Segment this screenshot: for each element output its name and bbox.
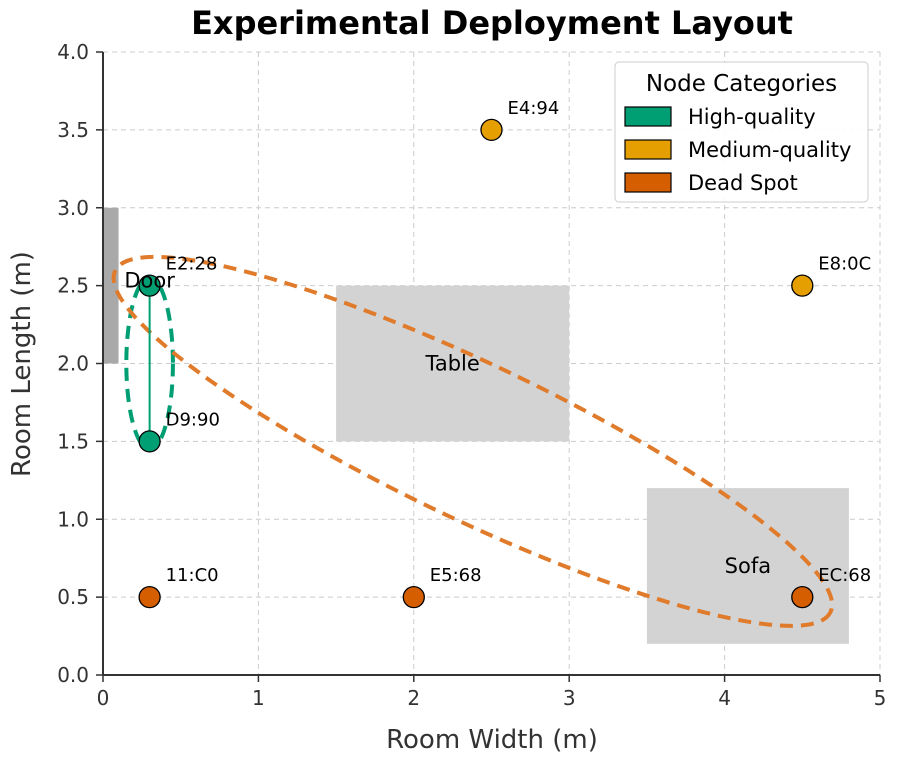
dead-spot-cluster <box>111 254 835 628</box>
y-tick-label: 0.0 <box>57 663 89 687</box>
x-tick-label: 0 <box>97 686 110 710</box>
y-tick-label: 0.5 <box>57 585 89 609</box>
obstacle-sofa <box>646 488 849 644</box>
node-label: E4:94 <box>508 98 560 119</box>
node-point[interactable] <box>138 585 161 609</box>
node-label: D9:90 <box>166 409 220 430</box>
legend-entry-label: High-quality <box>688 105 816 129</box>
obstacle-door <box>103 207 119 364</box>
legend-title: Node Categories <box>646 71 837 97</box>
y-tick-label: 4.0 <box>57 40 89 64</box>
node-point[interactable] <box>138 430 161 453</box>
legend-entry-label: Dead Spot <box>688 171 798 195</box>
axes: 0 1 2 3 4 5 0.0 0.5 1.0 1.5 2.0 2.5 3.0 3.5 4.0 <box>57 40 886 710</box>
node-point[interactable] <box>402 585 425 609</box>
y-tick-label: 1.5 <box>57 429 89 453</box>
node-point[interactable] <box>791 274 814 297</box>
x-tick-label: 1 <box>252 686 265 710</box>
legend: Node Categories High-quality Medium-qualit… <box>614 61 869 203</box>
y-tick-label: 2.5 <box>57 274 89 298</box>
node-point[interactable] <box>480 118 503 142</box>
node-label: E8:0C <box>818 254 871 275</box>
y-tick-label: 3.0 <box>57 196 89 220</box>
x-tick-label: 2 <box>407 686 420 710</box>
x-tick-label: 3 <box>563 686 576 710</box>
legend-swatch <box>624 139 672 160</box>
legend-swatch <box>624 172 672 193</box>
y-axis-label: Room Length (m) <box>7 251 37 477</box>
legend-entry-label: Medium-quality <box>688 138 851 162</box>
node-label: 11:C0 <box>166 565 219 586</box>
points: E2:28 D9:90 E4:94 E8:0C 11:C0 E5:68 EC:68 Door T… <box>124 98 871 609</box>
y-tick-label: 3.5 <box>57 118 89 142</box>
x-tick-label: 4 <box>718 686 731 710</box>
x-axis-label: Room Width (m) <box>386 725 598 755</box>
obstacle-table <box>336 285 570 442</box>
y-tick-label: 1.0 <box>57 507 89 531</box>
node-label: E2:28 <box>166 254 218 275</box>
obstacles <box>103 207 849 644</box>
node-point[interactable] <box>791 585 814 609</box>
obstacle-label-door: Door <box>124 269 175 293</box>
legend-box <box>614 61 869 203</box>
chart-title: Experimental Deployment Layout <box>191 4 793 42</box>
x-tick-label: 5 <box>874 686 887 710</box>
legend-swatch <box>624 106 672 127</box>
node-label: EC:68 <box>818 565 871 586</box>
node-label: E5:68 <box>430 565 482 586</box>
node-point[interactable] <box>138 274 161 297</box>
obstacle-label-sofa: Sofa <box>725 554 771 578</box>
obstacle-label-table: Table <box>424 352 479 376</box>
y-tick-label: 2.0 <box>57 352 89 376</box>
